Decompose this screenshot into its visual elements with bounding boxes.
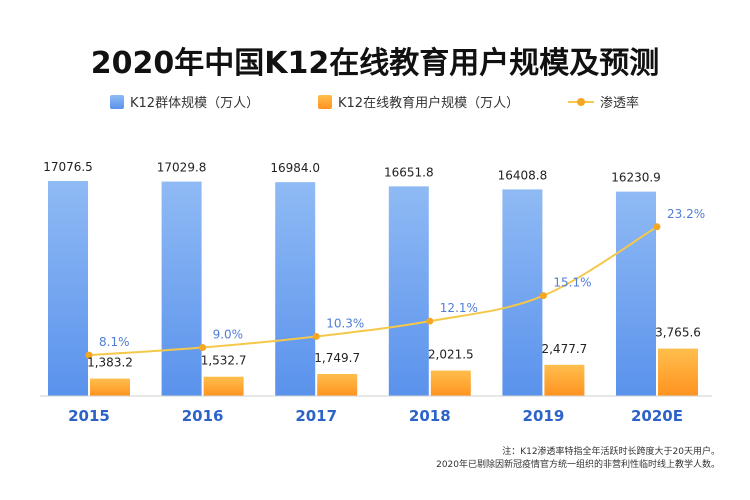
label-online-users-2017: 1,749.7 [314, 351, 360, 365]
label-online-users-2015: 1,383.2 [87, 356, 133, 370]
x-tick-label-2016: 2016 [182, 407, 224, 425]
bar-online-users-2015 [90, 378, 130, 396]
bar-online-users-2017 [317, 373, 358, 396]
legend-label-penetration: 渗透率 [600, 96, 640, 111]
legend-swatch-blue [110, 94, 124, 109]
legend-swatch-orange [318, 94, 332, 109]
penetration-point-2019 [539, 292, 547, 300]
footnote-line-1: 注：K12渗透率特指全年活跃时长跨度大于20天用户。 [502, 447, 720, 457]
legend-label-k12-population: K12群体规模（万人） [130, 96, 260, 111]
label-k12-population-2016: 17029.8 [157, 161, 207, 175]
label-penetration-2017: 10.3% [326, 316, 364, 330]
x-tick-label-2017: 2017 [295, 407, 337, 425]
legend-label-online-users: K12在线教育用户规模（万人） [338, 96, 520, 111]
x-tick-label-2015: 2015 [68, 407, 110, 425]
penetration-point-2015 [85, 351, 93, 359]
footnote: 注：K12渗透率特指全年活跃时长跨度大于20天用户。 2020年已剔除因新冠疫情… [436, 446, 720, 472]
bar-k12-population-2015 [48, 181, 88, 396]
bar-k12-population-2017 [275, 182, 316, 396]
bar-k12-population-2016 [161, 181, 202, 396]
label-k12-population-2019: 16408.8 [498, 168, 548, 182]
bar-online-users-2018 [430, 370, 471, 396]
bar-online-users-2016 [203, 376, 244, 396]
legend-item-k12-population: K12群体规模（万人） [110, 92, 259, 111]
label-penetration-2015: 8.1% [99, 335, 130, 349]
penetration-point-2018 [426, 317, 434, 325]
legend: K12群体规模（万人） K12在线教育用户规模（万人） 渗透率 [0, 92, 750, 116]
penetration-point-2016 [199, 344, 207, 351]
label-k12-population-2015: 17076.5 [43, 160, 93, 174]
penetration-line [88, 225, 658, 357]
label-penetration-2016: 9.0% [213, 328, 244, 342]
penetration-point-2017 [312, 332, 320, 340]
label-online-users-2018: 2,021.5 [428, 348, 474, 362]
x-tick-label-2019: 2019 [523, 407, 565, 425]
legend-item-penetration: 渗透率 [568, 92, 639, 111]
bar-k12-population-2019 [502, 189, 543, 396]
label-k12-population-2017: 16984.0 [270, 161, 320, 175]
legend-line-marker [568, 95, 594, 109]
chart-title: 2020年中国K12在线教育用户规模及预测 [90, 46, 660, 81]
x-tick-label-2018: 2018 [409, 407, 451, 425]
label-online-users-2016: 1,532.7 [201, 354, 247, 368]
label-online-users-2020E: 3,765.6 [655, 326, 701, 340]
label-penetration-2018: 12.1% [440, 301, 478, 315]
label-penetration-2019: 15.1% [553, 276, 591, 290]
footnote-line-2: 2020年已剔除因新冠疫情官方统一组织的非营利性临时线上教学人数。 [436, 460, 720, 470]
bar-k12-population-2018 [388, 186, 429, 396]
bar-online-users-2019 [544, 364, 585, 396]
label-k12-population-2020E: 16230.9 [611, 171, 661, 185]
bar-k12-population-2020E [616, 191, 656, 396]
label-online-users-2019: 2,477.7 [541, 342, 587, 356]
label-penetration-2020E: 23.2% [667, 207, 705, 221]
penetration-point-2020E [653, 223, 661, 231]
label-k12-population-2018: 16651.8 [384, 165, 434, 179]
legend-item-online-users: K12在线教育用户规模（万人） [318, 92, 519, 111]
bar-online-users-2020E [658, 348, 698, 396]
x-tick-label-2020E: 2020E [631, 407, 683, 425]
